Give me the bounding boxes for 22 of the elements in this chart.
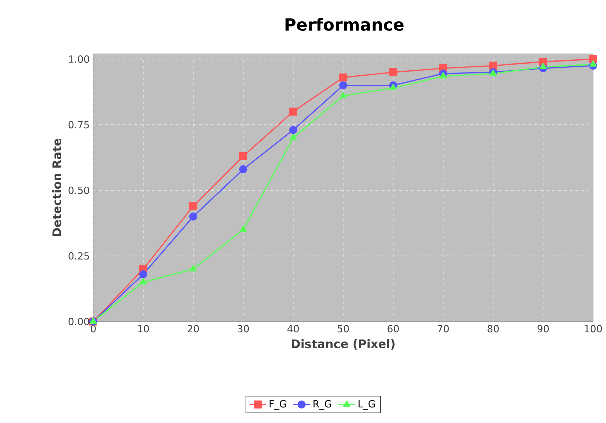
y-axis-title: Detection Rate [52, 138, 62, 236]
x-tick-label: 0 [91, 325, 96, 333]
x-tick-label: 80 [488, 325, 499, 333]
y-tick-label: 0.75 [68, 121, 90, 129]
y-tick-label: 1.00 [69, 56, 90, 64]
x-tick-label: 60 [388, 325, 400, 333]
x-tick-label: 100 [585, 325, 602, 333]
x-tick-label: 70 [438, 325, 449, 333]
y-tick-label: 0.00 [68, 318, 90, 326]
x-tick-label: 40 [288, 325, 300, 333]
legend-label: L_G [358, 400, 376, 410]
legend-label: F_G [270, 400, 286, 410]
x-tick-label: 20 [188, 325, 200, 333]
x-axis-title: Distance (Pixel) [292, 339, 395, 350]
y-tick-label: 0.50 [68, 186, 90, 194]
x-tick-label: 90 [538, 325, 549, 333]
chart-title: Performance [286, 18, 404, 31]
x-tick-label: 10 [138, 325, 150, 333]
x-tick-label: 50 [338, 325, 350, 333]
legend-label: R_G [314, 400, 332, 410]
x-tick-label: 30 [238, 325, 250, 333]
y-tick-label: 0.25 [68, 252, 90, 260]
